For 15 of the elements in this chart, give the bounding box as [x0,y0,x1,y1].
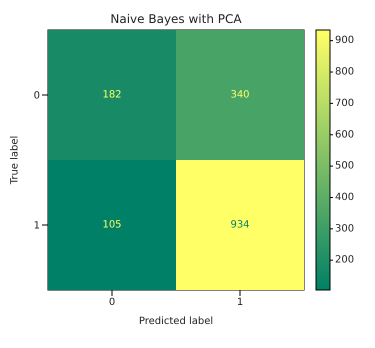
color-bar-label: 200 [335,254,354,266]
data-label: 340 [230,90,250,100]
color-bar-label: 300 [335,223,354,234]
data-label: 934 [230,220,250,230]
color-bar-label: 700 [335,98,354,109]
chart-title: Naive Bayes with PCA [110,12,242,26]
y-axis-title: True label [10,136,21,186]
data-label: 182 [102,90,122,100]
x-axis-title: Predicted label [138,316,214,327]
color-bar-label: 900 [335,35,354,46]
color-bar-label: 400 [335,192,354,203]
color-bar-label: 600 [335,129,354,140]
color-bar-label: 500 [335,160,354,172]
color-bar-label: 800 [335,66,354,78]
data-label: 105 [102,220,122,230]
